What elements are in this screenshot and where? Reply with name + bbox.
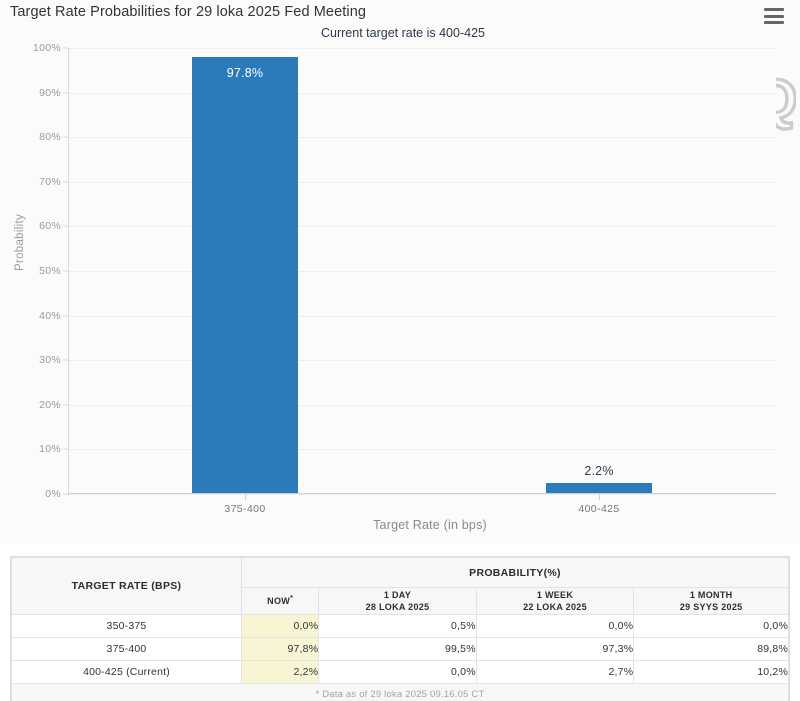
gridline (68, 271, 776, 272)
cell-now: 97,8% (240, 637, 320, 661)
table-header-row-1: TARGET RATE (BPS) PROBABILITY(%) (11, 557, 789, 615)
gridline (68, 48, 776, 49)
gridline (68, 181, 776, 183)
y-tick-label: 30% (39, 354, 61, 367)
x-tick-label: 375-400 (224, 503, 266, 515)
gridline (68, 315, 776, 317)
table-row: 400-425 (Current) 2,2% 0,0% 2,7% 10,2% (11, 660, 789, 684)
header-probability: PROBABILITY(%) (241, 557, 789, 588)
plot-area: 0% 10% 20% 30% 40% 50% 60% 70% 80% 90% 100% 97.8% 37… (33, 42, 776, 515)
gridline (68, 92, 776, 94)
table-body: 350-375 0,0% 0,5% 0,0% 0,0% 375-400 97,8… (11, 614, 789, 701)
hamburger-bar (764, 8, 784, 11)
gridline (68, 360, 776, 362)
y-tick-mark (63, 315, 68, 317)
cell-1day: 0,0% (318, 660, 477, 684)
y-tick-label: 10% (39, 443, 61, 456)
gridline (68, 226, 776, 228)
x-axis-line (68, 493, 776, 494)
y-tick-label: 60% (39, 220, 61, 233)
gridline (68, 137, 776, 139)
table-row: 350-375 0,0% 0,5% 0,0% 0,0% (11, 614, 789, 638)
x-axis-label: Target Rate (in bps) (373, 518, 487, 532)
gridline (68, 404, 776, 406)
cell-1week: 2,7% (475, 660, 635, 684)
y-tick-label: 40% (39, 309, 61, 322)
y-tick-mark (63, 181, 68, 183)
hamburger-bar (764, 14, 784, 18)
y-tick-label: 90% (39, 86, 61, 99)
cell-1month: 89,8% (633, 637, 789, 661)
header-col-1week-date: 22 LOKA 2025 (523, 602, 587, 612)
header-col-1month-label: 1 MONTH (689, 589, 733, 600)
row-label: 400-425 (Current) (11, 660, 242, 684)
gridline (68, 449, 776, 451)
cell-1day: 99,5% (318, 637, 477, 661)
header-col-1week-label: 1 WEEK (536, 589, 574, 600)
bar-value-label: 2.2% (584, 464, 614, 479)
row-label: 375-400 (11, 637, 242, 661)
header-col-1day-date: 28 LOKA 2025 (365, 602, 430, 612)
plot-inner: 0% 10% 20% 30% 40% 50% 60% 70% 80% 90% 100% 97.8% 37… (33, 42, 776, 515)
y-tick-mark (63, 493, 68, 495)
table-header-row-2: NOW* 1 DAY 28 LOKA 2025 1 WEEK 22 LOKA 2… (12, 587, 789, 615)
page-title: Target Rate Probabilities for 29 loka 20… (10, 4, 367, 20)
chart-subtitle: Current target rate is 400-425 (321, 26, 485, 40)
cell-1month: 10,2% (633, 660, 789, 684)
header-col-1month: 1 MONTH 29 SYYS 2025 (633, 587, 789, 615)
hamburger-bar (764, 21, 784, 24)
header-target-rate: TARGET RATE (BPS) (11, 557, 242, 615)
cell-1week: 0,0% (475, 614, 635, 638)
y-tick-label: 70% (39, 175, 61, 188)
x-tick-mark (245, 494, 246, 500)
bar-375-400[interactable]: 97.8% (192, 56, 298, 493)
y-axis-label: Probability (14, 214, 26, 271)
header-col-now-label: NOW (267, 596, 291, 607)
y-tick-label: 50% (39, 265, 61, 277)
y-tick-mark (63, 92, 68, 94)
cell-1month: 0,0% (633, 614, 789, 638)
y-tick-mark (63, 270, 68, 272)
table-head: TARGET RATE (BPS) PROBABILITY(%) NOW* 1 … (11, 557, 789, 615)
header-col-1month-date: 29 SYYS 2025 (679, 602, 743, 612)
cell-1week: 97,3% (475, 637, 635, 661)
probability-table-container: TARGET RATE (BPS) PROBABILITY(%) NOW* 1 … (10, 556, 790, 701)
y-tick-label: 0% (45, 488, 61, 500)
header-col-1week: 1 WEEK 22 LOKA 2025 (475, 587, 635, 615)
chart-panel: Target Rate Probabilities for 29 loka 20… (10, 4, 800, 532)
y-tick-label: 80% (39, 131, 61, 144)
y-tick-mark (63, 136, 68, 138)
bar-value-label: 97.8% (226, 65, 264, 80)
header-col-now-star: * (290, 595, 294, 603)
table-footnote: * Data as of 29 loka 2025 09.16.05 CT (11, 683, 789, 701)
table-row: 375-400 97,8% 99,5% 97,3% 89,8% (11, 637, 789, 661)
row-label: 350-375 (11, 614, 242, 638)
table-footnote-row: * Data as of 29 loka 2025 09.16.05 CT (11, 683, 789, 701)
gridline (68, 494, 776, 495)
probability-table: TARGET RATE (BPS) PROBABILITY(%) NOW* 1 … (11, 557, 789, 701)
y-tick-label: 100% (32, 42, 61, 54)
y-tick-mark (63, 404, 68, 406)
cell-now: 0,0% (240, 614, 320, 638)
y-tick-mark (63, 225, 68, 227)
bar-400-425[interactable]: 2.2% (546, 464, 652, 493)
y-tick-label: 20% (39, 398, 61, 411)
y-tick-mark (63, 47, 68, 49)
y-tick-mark (63, 448, 68, 450)
x-tick-mark (599, 494, 600, 500)
hamburger-menu-icon[interactable] (764, 8, 784, 24)
cell-now: 2,2% (240, 660, 320, 684)
header-col-now: NOW* (240, 587, 320, 615)
x-tick-label: 400-425 (578, 503, 620, 515)
header-col-1day: 1 DAY 28 LOKA 2025 (318, 587, 477, 615)
y-tick-mark (63, 359, 68, 361)
header-col-1day-label: 1 DAY (383, 589, 412, 600)
cell-1day: 0,5% (318, 614, 477, 638)
